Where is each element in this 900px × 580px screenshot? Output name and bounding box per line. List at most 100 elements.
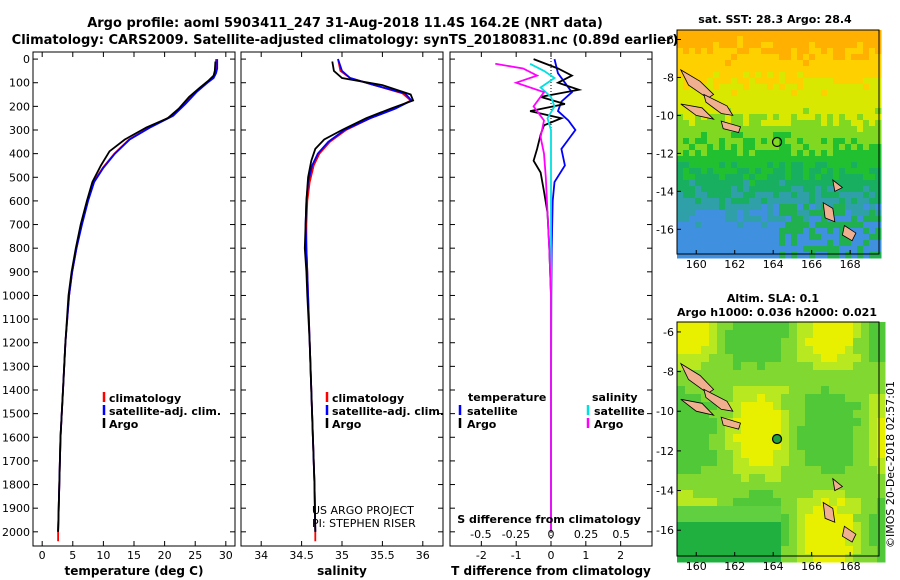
- sst-field-cell: [713, 192, 720, 199]
- sst-field-cell: [869, 216, 876, 223]
- sst-field-cell: [827, 102, 834, 109]
- sla-field-cell: [781, 434, 790, 443]
- sst-field-cell: [785, 90, 792, 97]
- sst-field-cell: [875, 228, 882, 235]
- sst-field-cell: [767, 72, 774, 79]
- sst-field-cell: [809, 210, 816, 217]
- sst-field-cell: [695, 210, 702, 217]
- sst-island-shape: [679, 68, 715, 99]
- sst-argo-location-marker: [771, 136, 783, 148]
- sst-field-cell: [761, 156, 768, 163]
- sst-field-cell: [677, 162, 684, 169]
- sla-field-cell: [821, 482, 830, 491]
- sst-field-cell: [869, 222, 876, 229]
- sst-field-cell: [797, 186, 804, 193]
- sla-field-cell: [701, 474, 710, 483]
- sla-field-cell: [821, 434, 830, 443]
- sst-field-cell: [713, 48, 720, 55]
- sla-field-cell: [789, 450, 798, 459]
- sst-field-cell: [785, 210, 792, 217]
- sst-field-cell: [875, 90, 882, 97]
- sst-field-cell: [833, 30, 840, 37]
- sla-field-cell: [821, 370, 830, 379]
- sst-field-cell: [737, 144, 744, 151]
- sst-field-cell: [701, 222, 708, 229]
- sst-field-cell: [731, 216, 738, 223]
- sla-field-cell: [821, 354, 830, 363]
- sst-field-cell: [797, 96, 804, 103]
- sla-field-cell: [757, 458, 766, 467]
- sst-field-cell: [713, 132, 720, 139]
- sst-field-cell: [743, 114, 750, 121]
- sla-field-cell: [821, 330, 830, 339]
- sla-field-cell: [693, 498, 702, 507]
- sst-color-field: [677, 30, 882, 259]
- sst-field-cell: [725, 36, 732, 43]
- title-line-2: Climatology: CARS2009. Satellite-adjuste…: [12, 33, 679, 48]
- sst-field-cell: [701, 228, 708, 235]
- sst-field-cell: [839, 228, 846, 235]
- sst-field-cell: [779, 192, 786, 199]
- sla-field-cell: [837, 450, 846, 459]
- sla-field-cell: [813, 386, 822, 395]
- sla-field-cell: [853, 506, 862, 515]
- sst-field-cell: [731, 102, 738, 109]
- sst-field-cell: [689, 60, 696, 67]
- sst-field-cell: [725, 114, 732, 121]
- sla-field-cell: [797, 442, 806, 451]
- sla-field-cell: [725, 474, 734, 483]
- salinity-x-tick-label: 35: [335, 549, 349, 562]
- sst-field-cell: [689, 96, 696, 103]
- sst-field-cell: [689, 168, 696, 175]
- sla-field-cell: [693, 538, 702, 547]
- sla-field-cell: [845, 546, 854, 555]
- sla-field-cell: [829, 426, 838, 435]
- sst-field-cell: [845, 132, 852, 139]
- sla-field-cell: [861, 370, 870, 379]
- sst-field-cell: [743, 102, 750, 109]
- sst-field-cell: [713, 168, 720, 175]
- sst-field-cell: [749, 54, 756, 61]
- sst-field-cell: [743, 180, 750, 187]
- sst-field-cell: [695, 138, 702, 145]
- sst-field-cell: [821, 150, 828, 157]
- sst-field-cell: [803, 126, 810, 133]
- sst-field-cell: [725, 66, 732, 73]
- sst-field-cell: [695, 66, 702, 73]
- sst-field-cell: [797, 126, 804, 133]
- sst-field-cell: [713, 126, 720, 133]
- sst-field-cell: [839, 72, 846, 79]
- sst-field-cell: [785, 48, 792, 55]
- temperature-x-tick-label: 15: [127, 549, 141, 562]
- sst-field-cell: [761, 54, 768, 61]
- salinity-plot-frame: [240, 51, 444, 547]
- sst-field-cell: [845, 144, 852, 151]
- sla-field-cell: [845, 338, 854, 347]
- sla-field-cell: [861, 482, 870, 491]
- sst-field-cell: [713, 78, 720, 85]
- sst-field-cell: [761, 132, 768, 139]
- sla-field-cell: [869, 554, 878, 563]
- sst-field-cell: [761, 138, 768, 145]
- sst-field-cell: [815, 78, 822, 85]
- sst-field-cell: [713, 60, 720, 67]
- sla-field-cell: [877, 418, 886, 427]
- sla-field-cell: [765, 450, 774, 459]
- sst-field-cell: [821, 198, 828, 205]
- sst-field-cell: [863, 246, 870, 253]
- sla-field-cell: [861, 394, 870, 403]
- sst-field-cell: [767, 180, 774, 187]
- sla-field-cell: [829, 394, 838, 403]
- sla-field-cell: [725, 386, 734, 395]
- sla-field-cell: [829, 522, 838, 531]
- sst-field-cell: [713, 84, 720, 91]
- sla-field-cell: [677, 474, 686, 483]
- sla-field-cell: [765, 434, 774, 443]
- sst-field-cell: [851, 96, 858, 103]
- sst-field-cell: [725, 204, 732, 211]
- sst-field-cell: [779, 60, 786, 67]
- sst-field-cell: [743, 36, 750, 43]
- sla-field-cell: [773, 322, 782, 331]
- sst-field-cell: [797, 222, 804, 229]
- sla-field-cell: [821, 458, 830, 467]
